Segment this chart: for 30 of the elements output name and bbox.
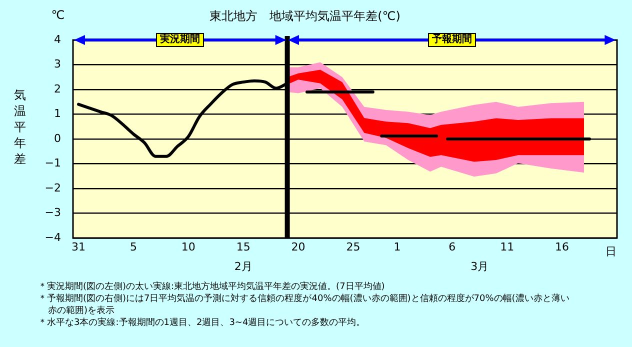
- text: ＊予報期間(図の右側)には7日平均気温の予測に対する信頼の程度が40%の幅(濃い赤の範囲)と信頼の程度が70%の幅(濃い赤と薄い赤の範囲)を表示: [38, 293, 570, 317]
- x-tick-label: 11: [500, 240, 514, 254]
- text: ＊実況期間(図の左側)の太い実線:東北地方地域平均気温平年差の実況値。(7日平均値): [38, 281, 386, 293]
- text: 2月: [234, 260, 252, 273]
- y-tick-label: 2: [54, 82, 61, 96]
- x-tick-label: 31: [71, 240, 86, 254]
- chart-title: 東北地方 地域平均気温平年差(℃): [210, 9, 400, 24]
- x-tick-label: 1: [394, 240, 401, 254]
- x-tick-label: 20: [291, 240, 306, 254]
- y-tick-label: 0: [54, 132, 61, 145]
- text: ＊水平な3本の実線:予報期間の1週目、2週目、3~4週目についての多数の平均。: [38, 317, 366, 329]
- y-tick-label: −4: [44, 230, 61, 244]
- y-tick-label: −2: [44, 181, 61, 194]
- x-tick-label: 15: [236, 240, 250, 254]
- annotation: 実況期間: [156, 33, 204, 47]
- x-axis-title: 日: [606, 244, 616, 258]
- text: ℃: [51, 8, 65, 22]
- y-tick-label: −1: [44, 156, 61, 170]
- x-tick-label: 10: [181, 240, 196, 254]
- text: 3月: [470, 260, 489, 273]
- x-tick-label: 6: [448, 240, 456, 254]
- x-tick-label: 5: [130, 240, 137, 254]
- x-tick-label: 16: [555, 240, 570, 254]
- y-axis-title: 気温平年差: [14, 88, 26, 166]
- y-tick-label: 1: [54, 107, 61, 120]
- y-tick-label: −3: [44, 206, 61, 220]
- y-tick-label: 4: [54, 32, 61, 46]
- y-tick-label: 3: [54, 58, 61, 71]
- x-tick-label: 25: [346, 240, 360, 254]
- annotation: 予報期間: [428, 33, 476, 47]
